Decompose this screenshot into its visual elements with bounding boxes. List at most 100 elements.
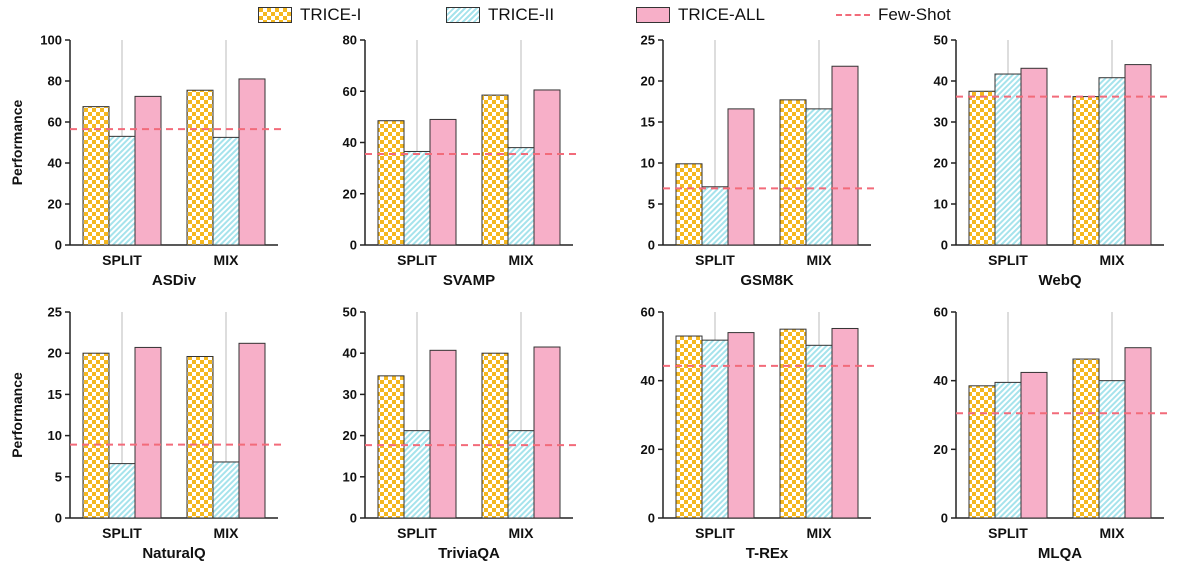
x-tick-label: SPLIT [102,525,142,541]
bar-trice-ii-mix [507,430,535,519]
y-tick-label: 60 [641,305,655,320]
x-tick-label: MIX [214,252,240,268]
chart-mlqa: 0 20 40 60 SPLIT MIX MLQA [934,305,1170,562]
x-tick-label: SPLIT [988,525,1028,541]
bar-trice-all-mix [533,346,561,519]
chart-triviaqa: 0 10 20 30 40 50 SPLIT MIX TriviaQA [343,305,579,562]
chart-title: NaturalQ [142,545,206,562]
y-tick-label: 20 [641,74,655,89]
bar-trice-i-split [675,335,703,519]
chart-t-rex: 0 20 40 60 SPLIT MIX T-REx [641,305,877,562]
bar-trice-all-split [1020,371,1048,519]
bar-trice-ii-mix [1098,380,1126,519]
y-axis-label: Performance [9,99,25,185]
bar-trice-all-split [429,118,457,246]
y-tick-label: 80 [48,74,62,89]
chart-title: TriviaQA [438,545,500,562]
y-tick-label: 60 [343,84,357,99]
legend-label-trice-i: TRICE-I [300,5,362,24]
y-tick-label: 40 [343,135,357,150]
chart-asdiv: 0 20 40 60 80 100 SPLIT MIX ASDiv Performance [9,33,284,289]
chart-svamp: 0 20 40 60 80 SPLIT MIX SVAMP [343,33,579,289]
y-tick-label: 40 [934,373,948,388]
bar-trice-all-split [134,346,162,519]
y-tick-label: 20 [343,186,357,201]
x-tick-label: MIX [1100,525,1126,541]
bar-trice-ii-split [403,430,431,519]
y-tick-label: 0 [941,511,948,526]
bar-trice-i-mix [779,99,807,246]
x-tick-label: SPLIT [988,252,1028,268]
bar-trice-ii-mix [507,147,535,246]
y-tick-label: 20 [48,346,62,361]
bar-trice-ii-split [701,186,729,246]
bar-trice-all-mix [831,65,859,246]
y-axis-label: Performance [9,372,25,458]
chart-title: WebQ [1038,272,1081,289]
y-tick-label: 5 [648,197,655,212]
chart-title: MLQA [1038,545,1082,562]
y-tick-label: 50 [934,33,948,48]
y-tick-label: 0 [941,238,948,253]
y-tick-label: 30 [934,115,948,130]
legend-item-trice-ii: TRICE-II [446,5,554,25]
x-tick-label: MIX [807,525,833,541]
y-tick-label: 40 [934,74,948,89]
bar-trice-i-mix [481,352,509,519]
x-tick-label: SPLIT [397,525,437,541]
y-tick-label: 40 [641,373,655,388]
bar-trice-i-split [968,385,996,519]
bar-trice-all-mix [238,342,266,519]
legend-swatch-few-shot [836,14,870,16]
legend-item-trice-all: TRICE-ALL [636,5,765,25]
y-tick-label: 100 [40,33,62,48]
y-tick-label: 10 [48,428,62,443]
y-tick-label: 0 [350,511,357,526]
bar-trice-all-mix [533,89,561,246]
y-tick-label: 10 [934,197,948,212]
y-tick-label: 20 [48,197,62,212]
chart-naturalq: 0 5 10 15 20 25 SPLIT MIX NaturalQ Performance [9,305,284,562]
bar-trice-all-split [429,349,457,519]
y-tick-label: 0 [648,238,655,253]
bar-trice-i-split [377,375,405,519]
bar-trice-all-split [1020,67,1048,246]
bar-trice-i-mix [1072,358,1100,519]
y-tick-label: 0 [55,511,62,526]
bar-trice-ii-mix [1098,77,1126,246]
legend-label-trice-ii: TRICE-II [488,5,555,24]
legend-item-trice-i: TRICE-I [258,5,361,25]
y-tick-label: 25 [48,305,62,320]
y-tick-label: 15 [641,115,655,130]
chart-webq: 0 10 20 30 40 50 SPLIT MIX WebQ [934,33,1170,289]
bar-trice-i-mix [1072,96,1100,246]
y-tick-label: 40 [48,156,62,171]
bar-trice-ii-split [108,463,136,519]
x-tick-label: MIX [509,252,535,268]
bar-trice-all-mix [1124,347,1152,519]
x-tick-label: SPLIT [397,252,437,268]
bar-trice-i-split [968,90,996,246]
y-tick-label: 0 [648,511,655,526]
bar-trice-i-mix [779,328,807,519]
bar-trice-i-split [82,352,110,519]
bar-trice-i-split [82,106,110,246]
chart-title: SVAMP [443,272,495,289]
y-tick-label: 10 [343,469,357,484]
bar-trice-all-mix [238,78,266,246]
legend: TRICE-I TRICE-II TRICE-ALL Few-Shot [0,0,1192,30]
chart-title: GSM8K [740,272,794,289]
bar-trice-all-split [727,108,755,246]
y-tick-label: 30 [343,387,357,402]
legend-swatch-trice-ii [446,7,480,23]
y-tick-label: 60 [48,115,62,130]
y-tick-label: 5 [55,469,62,484]
legend-swatch-trice-i [258,7,292,23]
bar-trice-i-split [377,120,405,246]
bar-trice-ii-split [994,381,1022,519]
x-tick-label: SPLIT [102,252,142,268]
bar-trice-all-split [727,332,755,519]
y-tick-label: 10 [641,156,655,171]
y-tick-label: 20 [934,442,948,457]
